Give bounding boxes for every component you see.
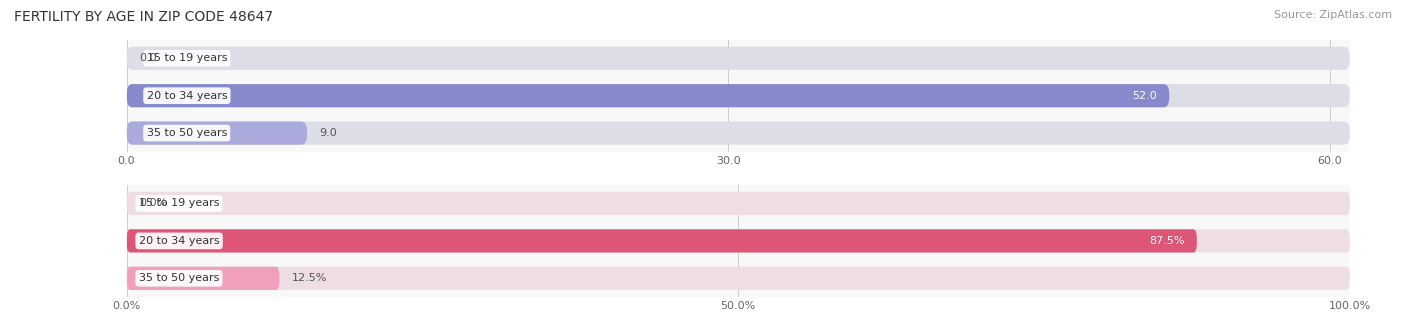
Text: 15 to 19 years: 15 to 19 years (139, 199, 219, 209)
Text: 15 to 19 years: 15 to 19 years (146, 53, 228, 63)
Text: 12.5%: 12.5% (291, 273, 328, 283)
Text: 0.0%: 0.0% (139, 199, 167, 209)
Text: 87.5%: 87.5% (1149, 236, 1185, 246)
FancyBboxPatch shape (127, 84, 1350, 107)
FancyBboxPatch shape (127, 192, 1350, 215)
FancyBboxPatch shape (127, 267, 280, 290)
Text: 20 to 34 years: 20 to 34 years (146, 91, 228, 101)
FancyBboxPatch shape (127, 267, 1350, 290)
FancyBboxPatch shape (127, 47, 1350, 70)
FancyBboxPatch shape (127, 121, 307, 145)
Text: Source: ZipAtlas.com: Source: ZipAtlas.com (1274, 10, 1392, 20)
Text: 35 to 50 years: 35 to 50 years (139, 273, 219, 283)
Text: 0.0: 0.0 (139, 53, 156, 63)
FancyBboxPatch shape (127, 229, 1197, 252)
FancyBboxPatch shape (127, 84, 1170, 107)
Text: 35 to 50 years: 35 to 50 years (146, 128, 226, 138)
Text: FERTILITY BY AGE IN ZIP CODE 48647: FERTILITY BY AGE IN ZIP CODE 48647 (14, 10, 273, 24)
Text: 52.0: 52.0 (1132, 91, 1157, 101)
FancyBboxPatch shape (127, 121, 1350, 145)
Text: 20 to 34 years: 20 to 34 years (139, 236, 219, 246)
FancyBboxPatch shape (127, 229, 1350, 252)
Text: 9.0: 9.0 (319, 128, 337, 138)
